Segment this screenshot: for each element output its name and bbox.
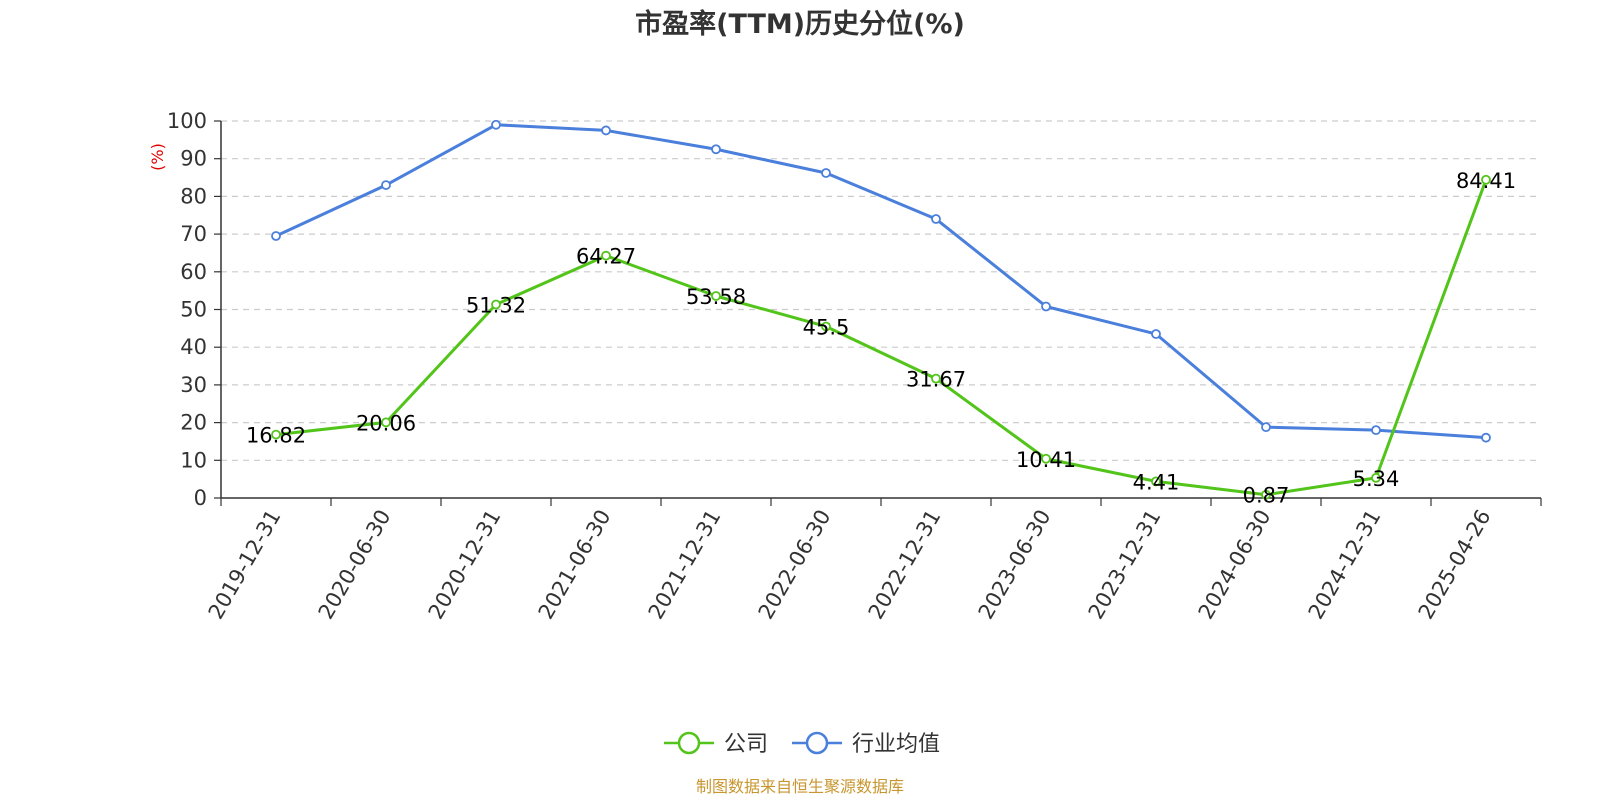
- data-label: 64.27: [576, 245, 636, 269]
- data-point[interactable]: [491, 299, 501, 310]
- data-point[interactable]: [1261, 489, 1271, 500]
- y-tick-label: 100: [167, 109, 207, 133]
- data-point[interactable]: [601, 250, 611, 261]
- data-point[interactable]: [1371, 472, 1381, 483]
- y-tick-label: 30: [180, 373, 207, 397]
- data-label: 84.41: [1456, 169, 1516, 193]
- legend-label: 公司: [724, 732, 768, 757]
- series-layer: [271, 119, 1491, 500]
- y-axis-ticks: 0 10 20 30 40 50 60 70 80 90 100: [167, 109, 221, 510]
- data-point[interactable]: [1041, 453, 1051, 464]
- legend-label: 行业均值: [852, 732, 940, 757]
- y-axis-unit-label: (%): [148, 143, 167, 171]
- x-tick-label: 2025-04-26: [1414, 506, 1496, 624]
- y-tick-label: 10: [180, 448, 207, 472]
- legend[interactable]: 公司 行业均值: [664, 731, 940, 757]
- data-point[interactable]: [271, 429, 281, 440]
- data-point[interactable]: [821, 168, 831, 178]
- data-point[interactable]: [601, 125, 611, 136]
- y-tick-label: 60: [180, 260, 207, 284]
- x-axis-ticks: 2019-12-31 2020-06-30 2020-12-31 2021-06-30…: [204, 498, 1542, 624]
- legend-item-1[interactable]: 行业均值: [792, 731, 940, 757]
- y-tick-label: 20: [180, 411, 207, 435]
- data-label: 51.32: [466, 294, 526, 318]
- data-label: 53.58: [686, 285, 746, 309]
- x-tick-label: 2020-06-30: [314, 506, 396, 624]
- legend-marker: [805, 731, 829, 755]
- data-point[interactable]: [381, 180, 391, 190]
- source-note: 制图数据来自恒生聚源数据库: [696, 777, 904, 796]
- data-label: 10.41: [1016, 448, 1076, 472]
- data-point[interactable]: [1151, 329, 1161, 339]
- data-label: 0.87: [1243, 484, 1290, 508]
- data-point[interactable]: [711, 291, 721, 301]
- series-line-0: [275, 179, 1488, 497]
- x-tick-label: 2023-12-31: [1084, 506, 1166, 624]
- data-point[interactable]: [821, 321, 831, 332]
- data-point[interactable]: [711, 144, 721, 155]
- data-labels: 16.82 20.06 51.32 64.27 53.58 45.5 31.67 10.41 4…: [246, 169, 1516, 508]
- data-point[interactable]: [931, 214, 941, 224]
- y-tick-label: 90: [180, 147, 207, 171]
- data-point[interactable]: [931, 373, 941, 384]
- y-tick-label: 80: [180, 184, 207, 208]
- data-label: 16.82: [246, 424, 306, 448]
- data-point[interactable]: [1371, 425, 1381, 436]
- x-tick-label: 2020-12-31: [424, 506, 506, 624]
- data-point[interactable]: [1261, 422, 1271, 433]
- data-label: 31.67: [906, 368, 966, 392]
- legend-marker: [677, 731, 701, 755]
- y-tick-label: 70: [180, 222, 207, 246]
- chart-title: 市盈率(TTM)历史分位(%): [635, 8, 965, 40]
- legend-item-0[interactable]: 公司: [664, 731, 768, 757]
- y-tick-label: 50: [180, 298, 207, 322]
- data-point[interactable]: [1041, 301, 1051, 312]
- x-tick-label: 2022-12-31: [864, 506, 946, 624]
- data-label: 5.34: [1353, 467, 1400, 491]
- x-tick-label: 2022-06-30: [754, 506, 836, 624]
- data-point[interactable]: [1151, 476, 1161, 487]
- x-tick-label: 2023-06-30: [974, 506, 1056, 624]
- data-label: 20.06: [356, 411, 416, 435]
- x-tick-label: 2024-12-31: [1304, 506, 1386, 624]
- data-label: 4.41: [1133, 470, 1180, 494]
- data-point[interactable]: [1481, 174, 1491, 185]
- grid-lines: [221, 120, 1541, 461]
- data-label: 45.5: [803, 315, 850, 339]
- series-line-1: [275, 123, 1487, 440]
- x-tick-label: 2021-06-30: [534, 506, 616, 624]
- y-tick-label: 40: [180, 335, 207, 359]
- data-point[interactable]: [381, 417, 391, 428]
- x-tick-label: 2019-12-31: [204, 506, 286, 624]
- data-point[interactable]: [1481, 432, 1491, 443]
- x-tick-label: 2021-12-31: [644, 506, 726, 624]
- data-point[interactable]: [491, 119, 501, 130]
- data-point[interactable]: [271, 231, 281, 241]
- y-tick-label: 0: [194, 486, 207, 510]
- x-tick-label: 2024-06-30: [1194, 506, 1276, 624]
